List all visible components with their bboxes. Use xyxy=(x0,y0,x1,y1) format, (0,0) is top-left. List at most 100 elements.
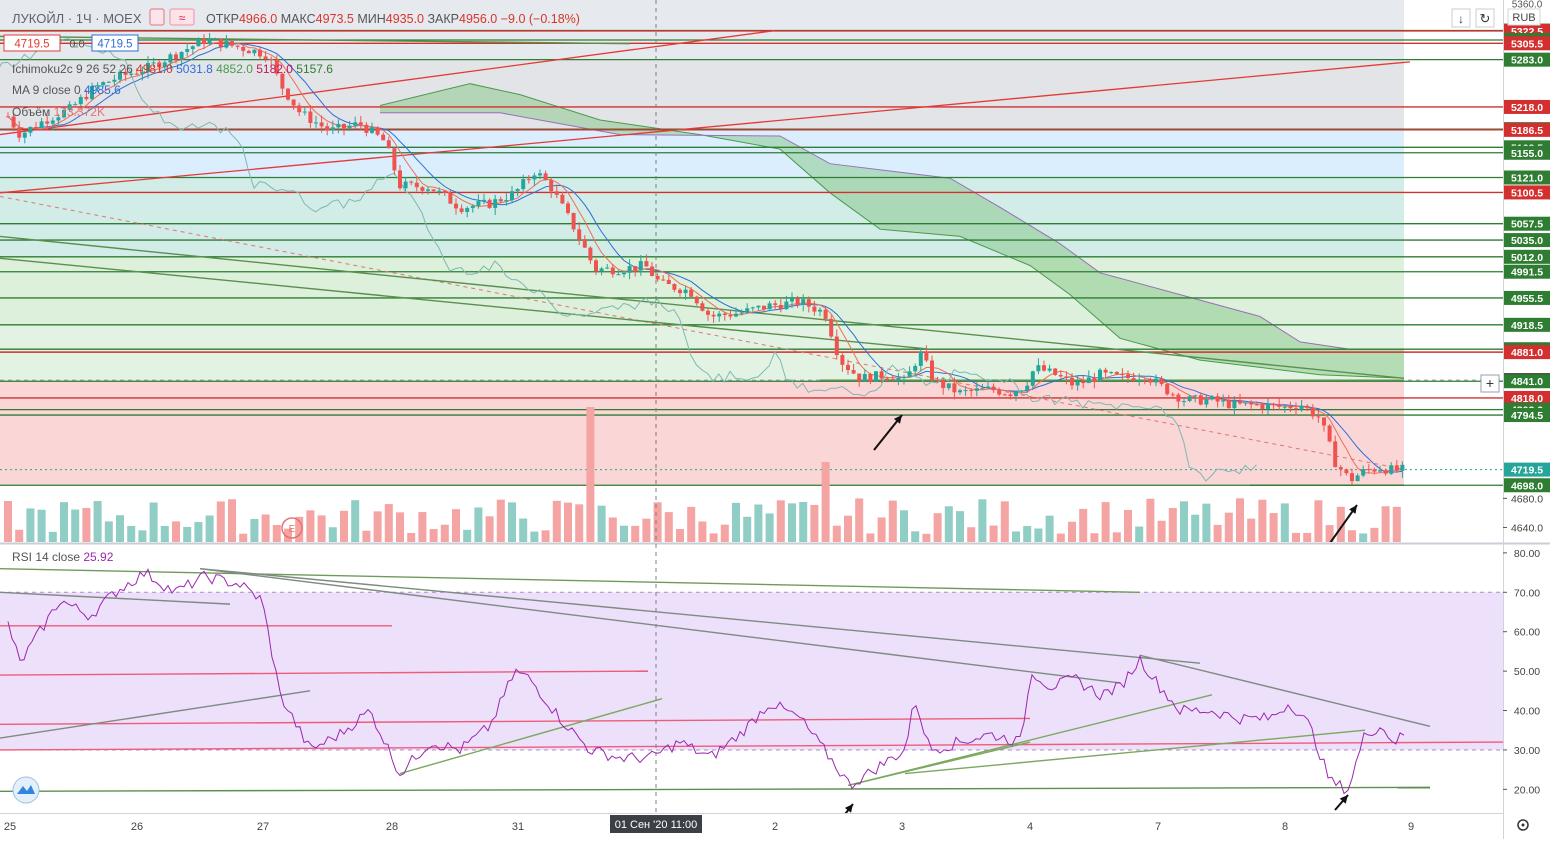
candle xyxy=(1137,373,1142,386)
candle xyxy=(235,45,240,50)
volume-bar xyxy=(664,512,673,542)
candle xyxy=(314,115,318,128)
candle xyxy=(246,49,251,54)
candle xyxy=(1198,392,1203,406)
arrow-down-icon: ↓ xyxy=(1458,12,1464,26)
price-label-4698.0: 4698.0 xyxy=(1504,478,1550,493)
volume-bar xyxy=(877,517,886,542)
crosshair-plus-button[interactable]: + xyxy=(1480,374,1500,393)
candle xyxy=(706,308,710,321)
candle xyxy=(1182,398,1186,407)
svg-text:4698.0: 4698.0 xyxy=(1511,480,1543,492)
rsi-pane[interactable] xyxy=(0,567,1503,823)
svg-text:Ichimoku2c 9 26 52 26 4981.0: Ichimoku2c 9 26 52 26 4981.0 5031.8 4852… xyxy=(12,62,333,76)
candle xyxy=(1394,460,1399,473)
volume-bar xyxy=(1359,533,1368,542)
candle xyxy=(874,371,878,383)
fib-zone-1 xyxy=(0,59,1404,130)
price-label-4818.0: 4818.0 xyxy=(1504,390,1550,405)
svg-text:4794.5: 4794.5 xyxy=(1511,410,1543,422)
volume-bar xyxy=(1034,528,1043,542)
price-pane[interactable] xyxy=(0,0,1503,543)
refresh-icon: ↻ xyxy=(1480,11,1491,26)
settings-button[interactable] xyxy=(1517,819,1529,831)
candle xyxy=(129,70,134,77)
ask-box[interactable] xyxy=(91,34,139,52)
candle xyxy=(252,49,257,57)
volume-bar xyxy=(541,530,550,542)
volume-bar xyxy=(496,499,505,542)
volume-bar xyxy=(250,518,259,542)
pane-controls[interactable]: ↓ ↻ RUB xyxy=(1451,8,1541,28)
candle xyxy=(1344,468,1349,476)
candle xyxy=(767,301,772,310)
volume-bar xyxy=(956,511,964,542)
trend-line-1 xyxy=(0,61,1411,194)
candle xyxy=(1075,375,1080,391)
earnings-badge[interactable]: E xyxy=(281,517,303,539)
rsi-axis[interactable]: 80.00 70.00 60.00 50.00 40.00 30.00 20.00 xyxy=(1503,548,1540,796)
candle xyxy=(521,174,526,192)
candle xyxy=(801,294,806,312)
volume-bar xyxy=(642,518,651,542)
candle xyxy=(1378,465,1382,473)
volume-bar xyxy=(933,513,942,542)
candle xyxy=(1187,394,1192,403)
rsi-trend-0 xyxy=(0,567,1141,593)
volume-bar xyxy=(922,533,931,542)
candle xyxy=(834,329,839,360)
svg-text:MA 9 close 0 4985.6: MA 9 close 0 4985.6 xyxy=(12,83,121,97)
candle xyxy=(1288,401,1293,413)
volume-bar xyxy=(1056,533,1065,542)
time-axis[interactable]: 25 26 27 28 31 2 3 4 7 8 9 01 Сен '20 11:00 xyxy=(4,815,1414,833)
time-tick-31: 31 xyxy=(512,821,524,833)
volume-bar xyxy=(384,504,393,542)
candle xyxy=(286,88,290,101)
candle xyxy=(1338,465,1343,477)
volume-bar xyxy=(93,501,102,542)
price-label-4841.0: 4841.0 xyxy=(1504,374,1550,389)
volume-bar xyxy=(1068,521,1076,542)
candle xyxy=(11,113,16,132)
candle xyxy=(924,345,929,363)
candle xyxy=(168,52,173,70)
volume-bar xyxy=(832,525,841,542)
candle xyxy=(571,212,576,232)
candle xyxy=(1243,402,1248,406)
volume-bar xyxy=(888,500,897,542)
volume-bar xyxy=(396,512,404,542)
volume-bar xyxy=(676,528,684,542)
bid-box[interactable] xyxy=(3,34,61,52)
volume-bar xyxy=(967,527,976,542)
candle xyxy=(661,275,666,281)
candle xyxy=(448,190,453,204)
volume-bars xyxy=(4,407,1401,542)
volume-bar xyxy=(530,531,539,542)
candle xyxy=(218,38,223,52)
candle xyxy=(1014,390,1018,402)
price-axis[interactable]: 5360.05323.05322.55310.05305.55283.05218… xyxy=(1503,0,1550,534)
volume-bar xyxy=(463,529,472,542)
tv-logo[interactable] xyxy=(12,776,40,804)
candle xyxy=(1238,393,1242,405)
volume-bar xyxy=(1112,532,1121,542)
candle xyxy=(230,40,234,48)
volume-bar xyxy=(1213,524,1222,542)
rsi-trend-12 xyxy=(847,694,1213,787)
candle xyxy=(986,379,990,390)
volume-bar xyxy=(418,512,427,542)
volume-bar xyxy=(1381,506,1390,542)
legend: ЛУКОЙЛ · 1Ч · MOEX ≈ ОТКР4966.0 МАКС4973… xyxy=(3,8,580,564)
rsi-arrow-1 xyxy=(844,803,854,813)
candle xyxy=(683,285,688,300)
volume-bar xyxy=(116,515,124,542)
candle xyxy=(554,184,559,199)
candle xyxy=(1042,360,1046,372)
candle xyxy=(1025,381,1030,393)
wave-icon[interactable] xyxy=(169,8,195,26)
volume-bar xyxy=(608,517,617,542)
time-tick-8: 8 xyxy=(1282,821,1288,833)
candle xyxy=(106,81,111,83)
candle xyxy=(409,180,414,186)
